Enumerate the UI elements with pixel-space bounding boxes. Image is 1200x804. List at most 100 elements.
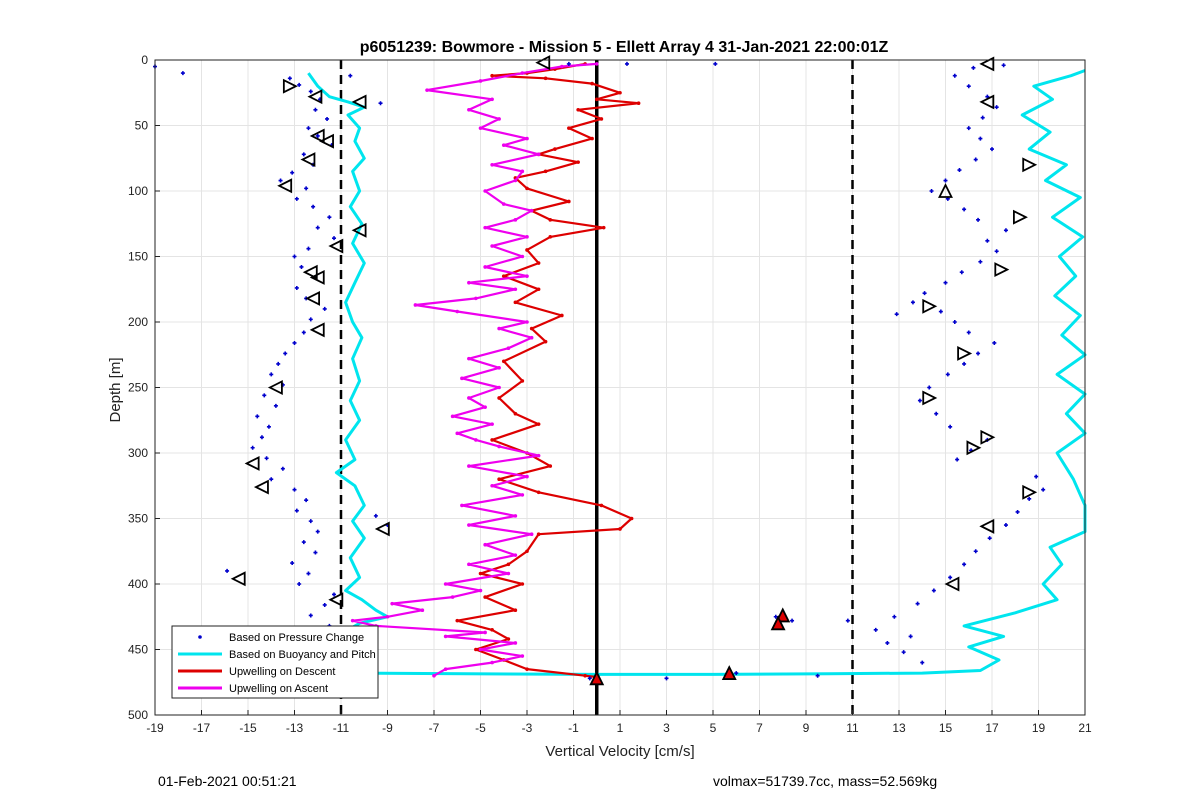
legend-label: Based on Pressure Change [229,632,364,644]
ascent-series-point [529,532,534,537]
descent-series-point [560,313,564,318]
ascent-series-point [443,667,448,671]
ascent-series-point [520,254,525,259]
filled-triangle-marker [721,665,737,680]
ascent-series-point [460,503,464,508]
pressure-marker [294,285,299,290]
y-tick-label: 0 [141,53,148,67]
y-tick-label: 300 [128,446,148,460]
pressure-marker [1034,474,1039,479]
pressure-marker [773,614,778,619]
x-axis-label: Vertical Velocity [cm/s] [545,743,694,760]
descent-series-point [478,571,483,576]
descent-series-point [506,562,511,567]
x-tick-label: 1 [617,721,624,735]
y-tick-label: 100 [128,184,148,198]
descent-series-point [536,422,541,426]
triangle-right-marker [1022,157,1038,173]
ascent-series-point [483,405,487,409]
descent-series-point [455,618,460,623]
pressure-marker [378,101,383,106]
ascent-series-point [467,396,471,400]
triangle-right-marker [966,440,982,456]
y-axis-label: Depth [m] [107,357,124,422]
footer-info: volmax=51739.7cc, mass=52.569kg [713,773,938,789]
pressure-marker [966,126,971,131]
pressure-marker [306,126,311,131]
triangle-left-marker [351,222,367,238]
ascent-series-point [467,356,471,361]
pressure-marker [1001,63,1006,68]
pressure-marker [992,340,997,345]
pressure-marker [313,107,318,112]
triangle-right-marker [282,78,298,94]
pressure-marker [292,254,297,259]
pressure-marker [297,582,302,586]
y-tick-label: 450 [128,643,148,657]
triangle-right-marker [922,390,938,406]
pressure-marker [943,178,948,183]
pressure-marker [250,445,255,450]
ascent-series-point [425,88,429,92]
ascent-series-point [460,376,464,381]
ascent-series-point [390,601,394,606]
pressure-marker [308,89,313,94]
pressure-marker [304,498,309,503]
pressure-marker [290,170,295,175]
pressure-marker [308,613,313,618]
ascent-series-point [490,244,494,248]
triangle-left-marker [277,178,293,194]
descent-series-point [483,595,487,599]
ascent-series-point [525,320,529,324]
ascent-series-point [497,366,501,370]
ascent-series-point [450,595,455,599]
pressure-marker [292,487,297,492]
descent-series-point [583,673,587,678]
pressure-marker [943,280,948,285]
filled-triangle-marker [775,607,791,623]
pressure-marker [815,673,820,678]
descent-series-point [601,225,606,230]
descent-series-point [567,199,571,204]
descent-series-point [536,490,541,495]
x-tick-label: -1 [568,721,579,735]
pressure-marker [976,217,981,222]
descent-series-point [490,438,494,442]
pressure-marker [269,372,274,377]
triangle-left-marker [309,270,325,285]
pressure-marker [315,225,320,230]
pressure-marker [962,562,967,567]
descent-series-point [513,411,518,416]
x-tick-label: -9 [382,721,393,735]
pressure-marker [278,178,283,183]
triangle-left-marker [253,479,269,495]
x-tick-label: -15 [239,721,257,735]
pressure-marker [1015,509,1020,514]
ascent-series-point [474,438,478,442]
x-tick-label: 15 [939,721,953,735]
descent-series-point [548,218,553,222]
triangle-right-marker [1013,209,1028,225]
pressure-marker [901,650,906,655]
ascent-series-point [520,493,525,497]
pressure-marker [920,660,925,665]
ascent-series-point [525,274,529,278]
pressure-marker [255,414,260,419]
pressure-marker [1041,487,1046,492]
pressure-marker [892,614,897,619]
pressure-marker [980,115,985,120]
pressure-marker [948,424,953,429]
pressure-marker [929,189,934,193]
descent-series-point [599,503,604,508]
descent-series-point [520,582,525,586]
pressure-marker [973,157,978,162]
ascent-series-point [506,346,511,351]
x-tick-label: 19 [1032,721,1046,735]
pressure-marker [994,249,999,254]
pressure-marker [299,264,304,269]
ascent-series-point [385,614,390,619]
pressure-marker [952,320,957,324]
pressure-marker [322,306,327,311]
ascent-series-point [536,453,541,458]
ascent-series-point [483,265,487,269]
